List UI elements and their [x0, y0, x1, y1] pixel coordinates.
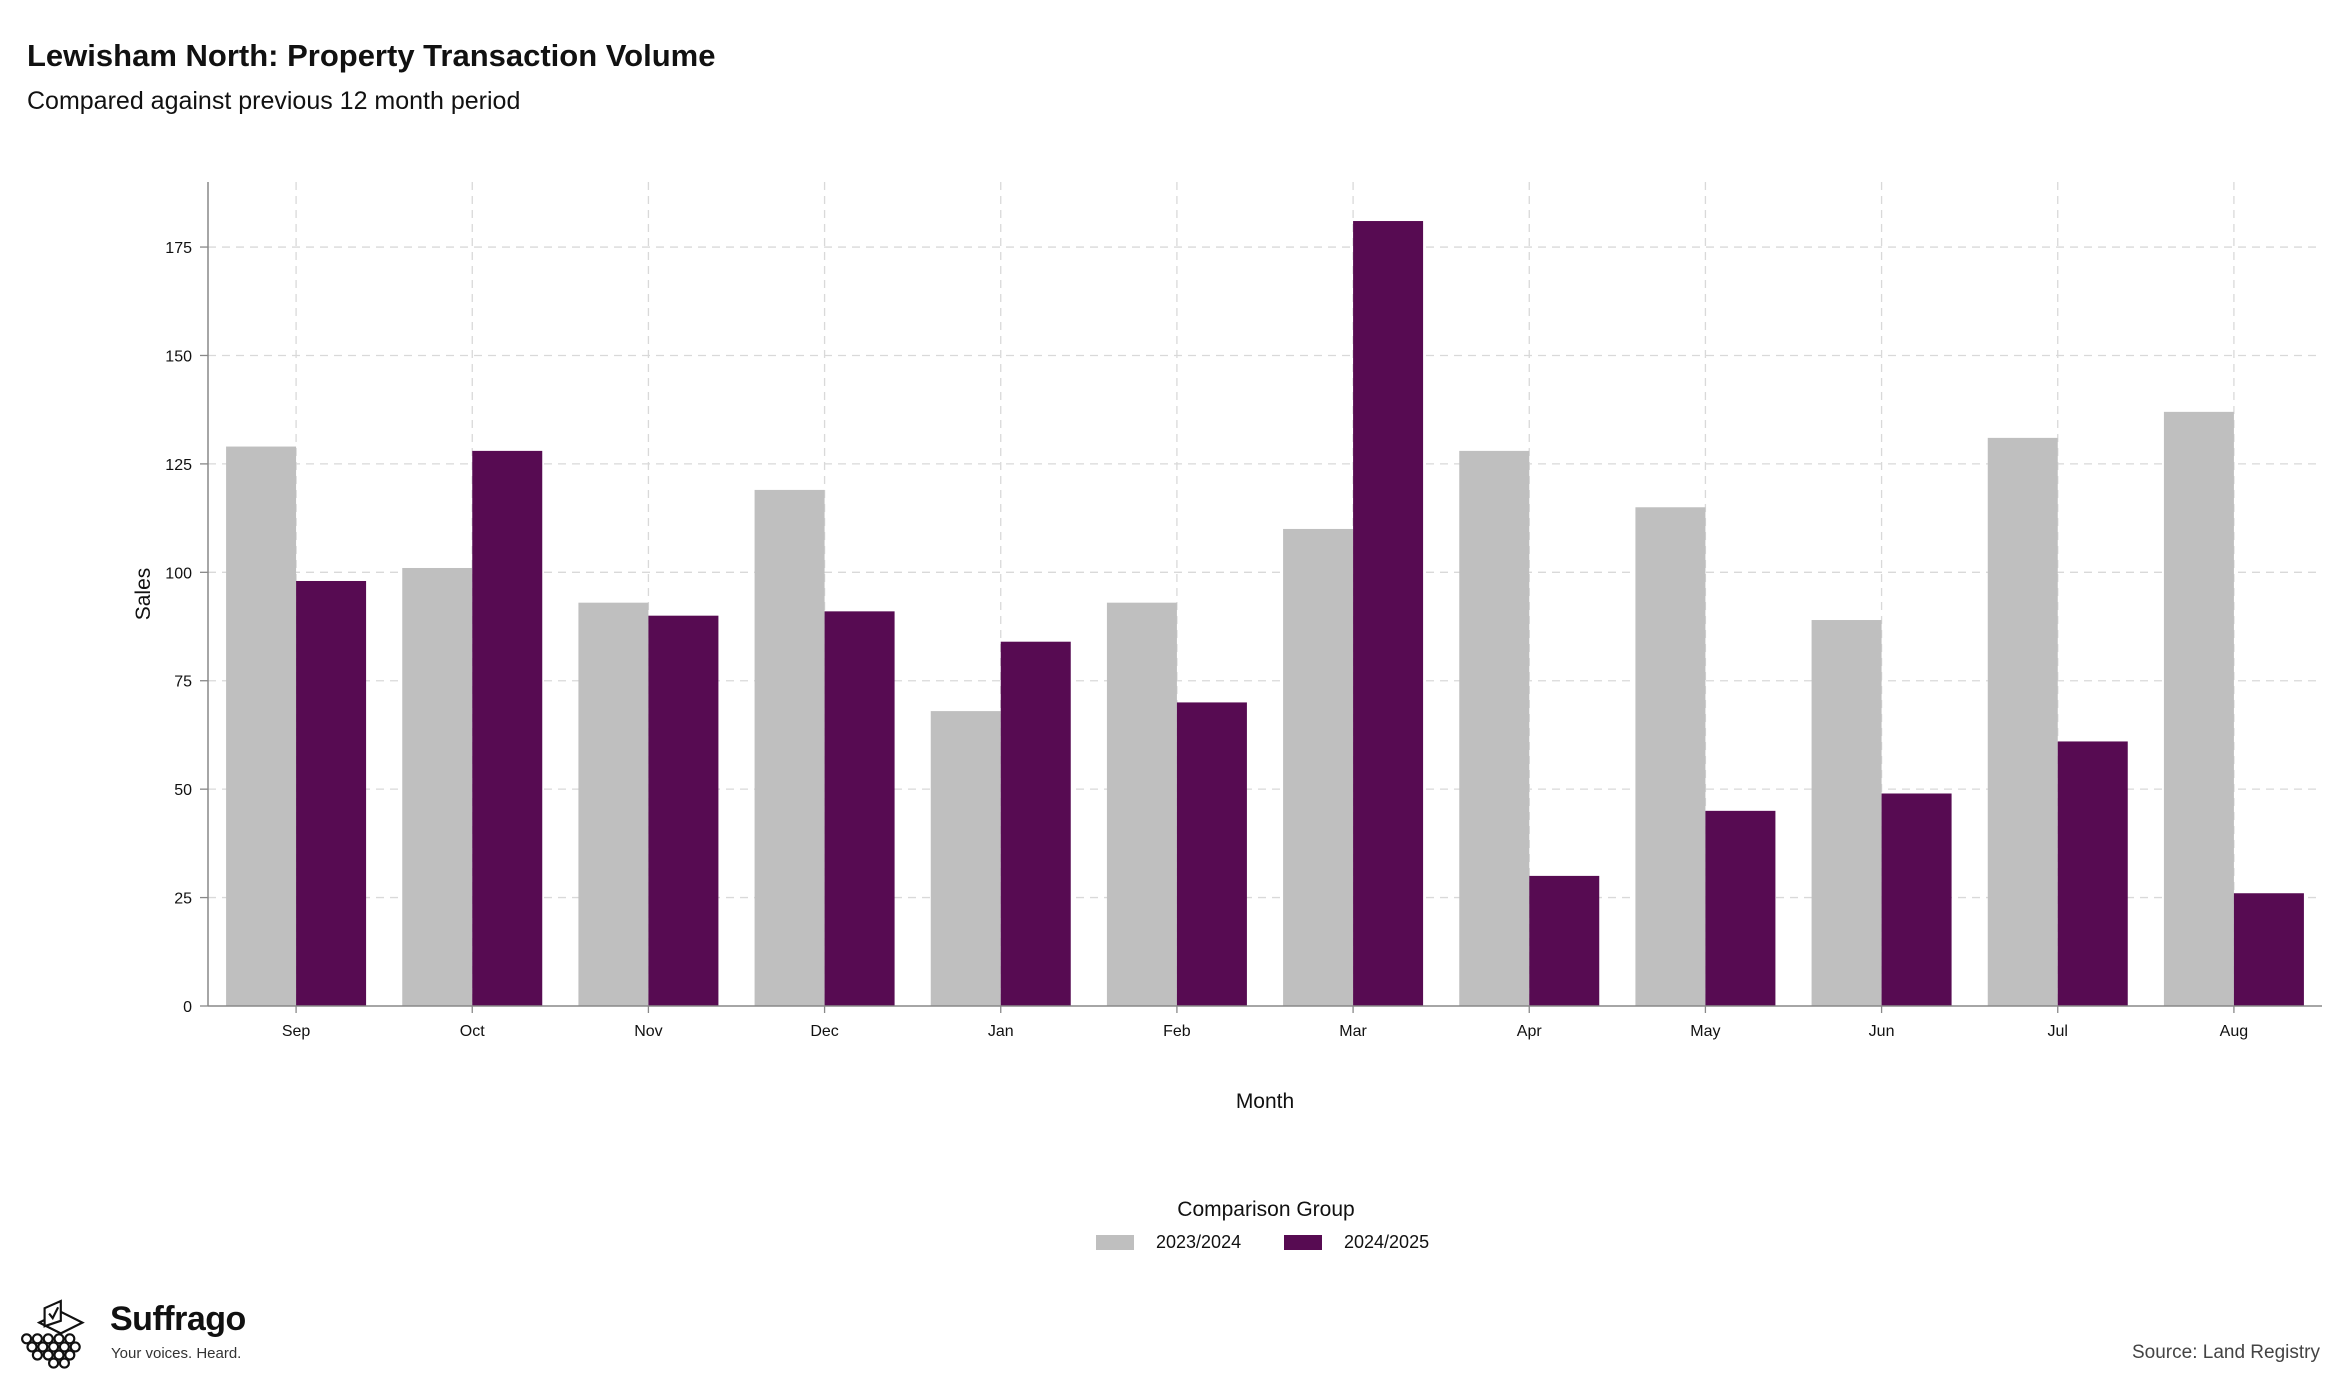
legend-item-2023-2024: 2023/2024: [1096, 1231, 1241, 1253]
x-tick-label: Dec: [810, 1023, 838, 1040]
x-tick-label: Sep: [282, 1023, 311, 1040]
x-tick-label: Oct: [460, 1023, 485, 1040]
bar-2023-2024-mar: [1283, 528, 1354, 1006]
bar-2024-2025-sep: [296, 580, 367, 1006]
legend-label-2023-2024: 2023/2024: [1156, 1231, 1242, 1252]
source-note: Source: Land Registry: [2132, 1342, 2320, 1363]
x-tick-label: Mar: [1339, 1023, 1367, 1040]
bar-2023-2024-nov: [578, 602, 649, 1006]
x-tick-label: Jul: [2048, 1023, 2068, 1040]
y-tick-label: 150: [165, 348, 192, 365]
bar-2024-2025-mar: [1353, 221, 1424, 1006]
bar-2024-2025-jan: [1000, 641, 1071, 1006]
bar-2023-2024-sep: [226, 446, 297, 1006]
x-tick-label: Feb: [1163, 1023, 1191, 1040]
y-tick-label: 0: [183, 999, 192, 1016]
x-tick-label: Aug: [2220, 1023, 2248, 1040]
legend-label-2024-2025: 2024/2025: [1344, 1231, 1430, 1252]
bar-2023-2024-jul: [1987, 437, 2058, 1007]
x-tick-label: Nov: [634, 1023, 662, 1040]
bar-2024-2025-may: [1705, 810, 1776, 1006]
x-axis-title: Month: [1236, 1090, 1294, 1113]
bars: [226, 221, 2304, 1007]
legend-swatch-2024-2025: [1284, 1234, 1322, 1250]
y-tick-label: 125: [165, 457, 192, 474]
bar-2023-2024-dec: [754, 489, 825, 1007]
legend-title: Comparison Group: [1177, 1198, 1355, 1221]
brand-tagline: Your voices. Heard.: [111, 1345, 242, 1362]
y-tick-label: 50: [174, 782, 192, 799]
bar-2023-2024-feb: [1106, 602, 1177, 1006]
bar-2023-2024-jun: [1811, 620, 1882, 1006]
axes: 0 25 50 75 100 125 150 175 Sep Oct Nov Dec Jan Feb Mar…: [132, 182, 2322, 1113]
y-axis-title: Sales: [132, 568, 155, 621]
chart-title: Lewisham North: Property Transaction Vol…: [27, 38, 716, 73]
x-tick-label: Apr: [1517, 1023, 1543, 1040]
brand-name: Suffrago: [110, 1300, 246, 1338]
bar-2024-2025-jun: [1881, 793, 1952, 1006]
y-tick-label: 75: [174, 674, 192, 691]
x-tick-label: Jun: [1869, 1023, 1895, 1040]
y-tick-label: 175: [165, 240, 192, 257]
bar-2024-2025-jul: [2057, 741, 2128, 1006]
y-tick-label: 100: [165, 565, 192, 582]
bar-2024-2025-oct: [472, 450, 543, 1006]
bar-2023-2024-oct: [402, 567, 473, 1006]
bar-2024-2025-aug: [2233, 893, 2304, 1006]
chart-subtitle: Compared against previous 12 month perio…: [27, 87, 521, 115]
y-tick-label: 25: [174, 891, 192, 908]
bar-2024-2025-dec: [824, 611, 895, 1006]
x-tick-label: Jan: [988, 1023, 1014, 1040]
legend-swatch-2023-2024: [1096, 1234, 1134, 1250]
bar-2023-2024-may: [1635, 507, 1706, 1006]
bar-2023-2024-aug: [2163, 411, 2234, 1006]
ballot-box-icon: [21, 1299, 85, 1369]
bar-chart: 0 25 50 75 100 125 150 175 Sep Oct Nov Dec Jan Feb Mar…: [132, 182, 2322, 1113]
bar-2024-2025-feb: [1176, 702, 1247, 1006]
legend-item-2024-2025: 2024/2025: [1284, 1231, 1429, 1253]
x-tick-label: May: [1690, 1023, 1720, 1040]
bar-2023-2024-jan: [930, 711, 1001, 1006]
bar-2023-2024-apr: [1459, 450, 1530, 1006]
bar-2024-2025-nov: [648, 615, 719, 1006]
bar-2024-2025-apr: [1529, 875, 1600, 1006]
